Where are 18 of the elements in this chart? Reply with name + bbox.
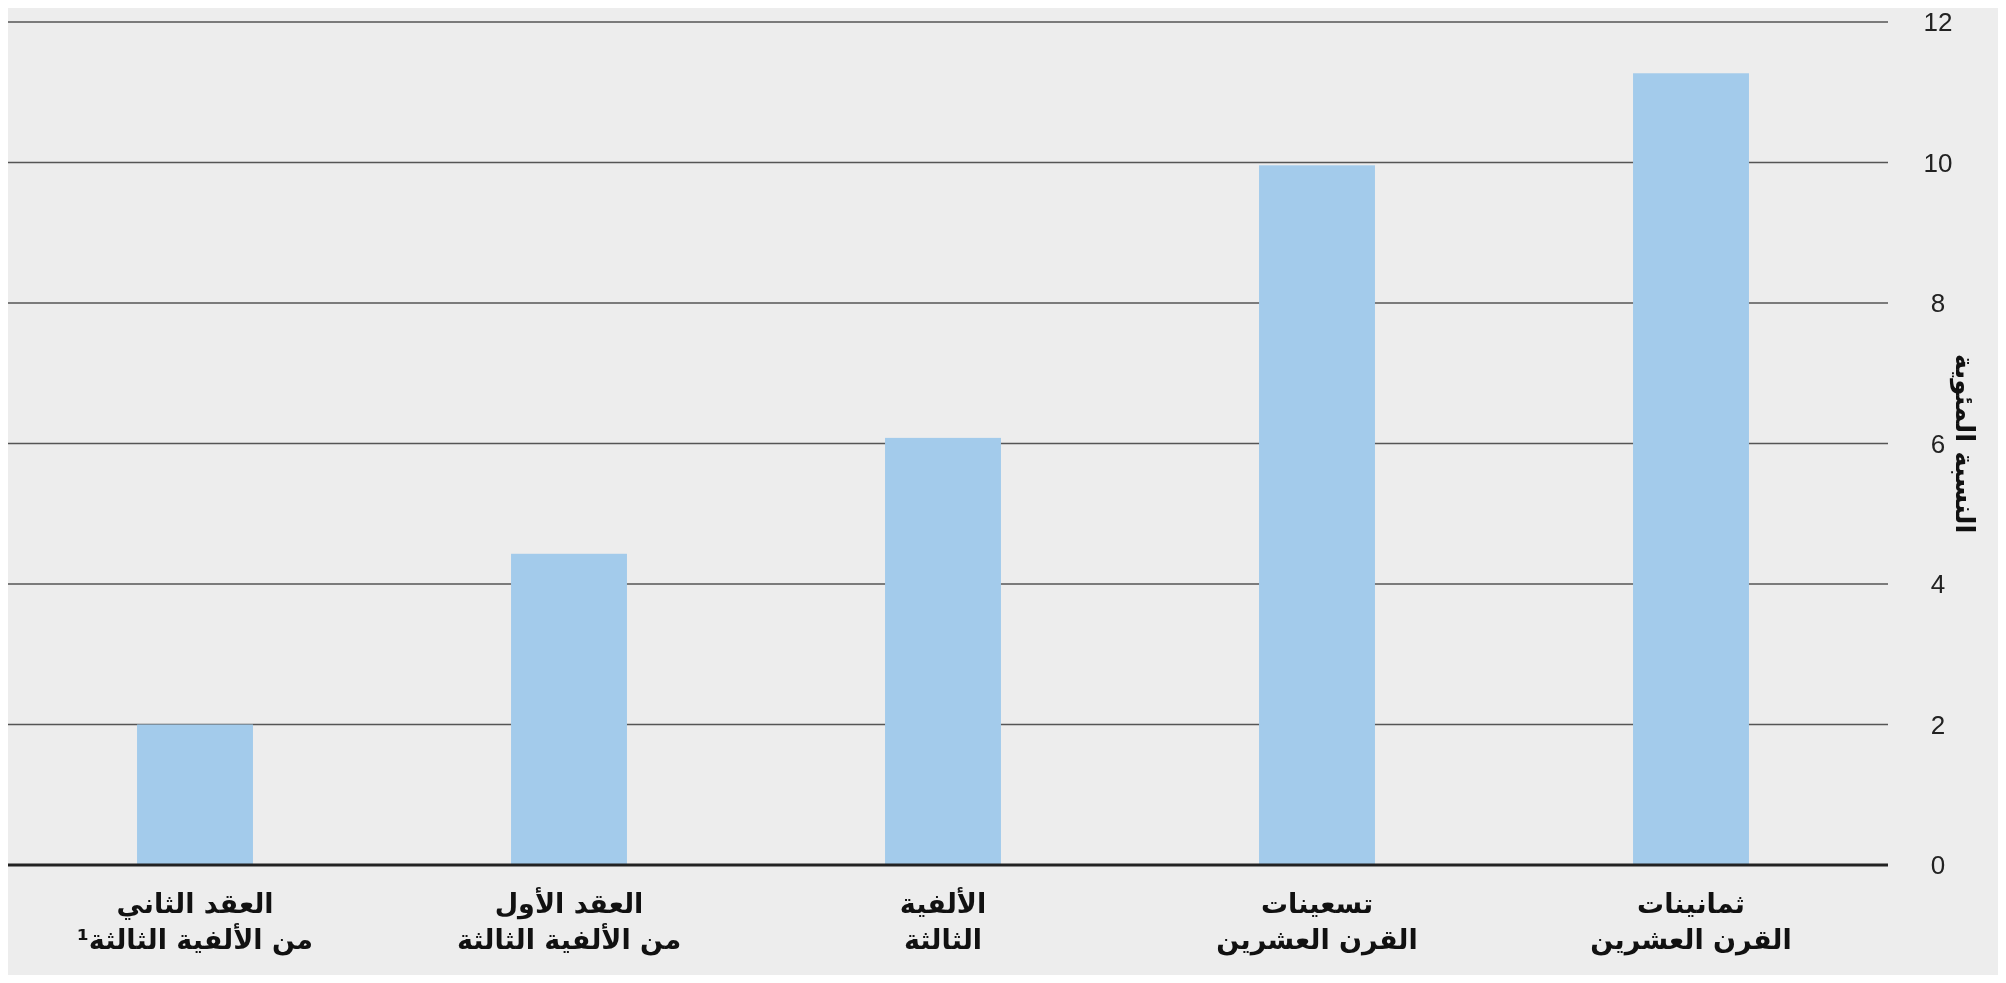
x-tick-label: تسعينات القرن العشرين <box>1216 888 1418 956</box>
x-tick-label: الألفية الثالثة <box>899 887 987 955</box>
y-tick-label: 10 <box>1923 147 1953 178</box>
y-tick-label: 6 <box>1930 428 1946 459</box>
bar <box>1259 165 1375 865</box>
bar <box>511 553 627 865</box>
bar <box>885 437 1001 865</box>
y-tick-label: 12 <box>1923 7 1953 38</box>
y-tick-label: 2 <box>1930 709 1946 740</box>
y-tick-label: 8 <box>1930 288 1946 319</box>
bar <box>1633 73 1749 865</box>
x-tick-label: العقد الثاني من الألفية الثالثة¹ <box>76 888 314 956</box>
x-tick-label: ثمانينات القرن العشرين <box>1590 888 1792 956</box>
x-tick-label: العقد الأول من الألفية الثالثة <box>456 887 682 956</box>
y-axis-title: النسبة المئوية <box>1949 353 1980 534</box>
bar <box>137 724 253 865</box>
y-tick-label: 4 <box>1930 569 1946 600</box>
y-tick-label: 0 <box>1930 850 1946 881</box>
